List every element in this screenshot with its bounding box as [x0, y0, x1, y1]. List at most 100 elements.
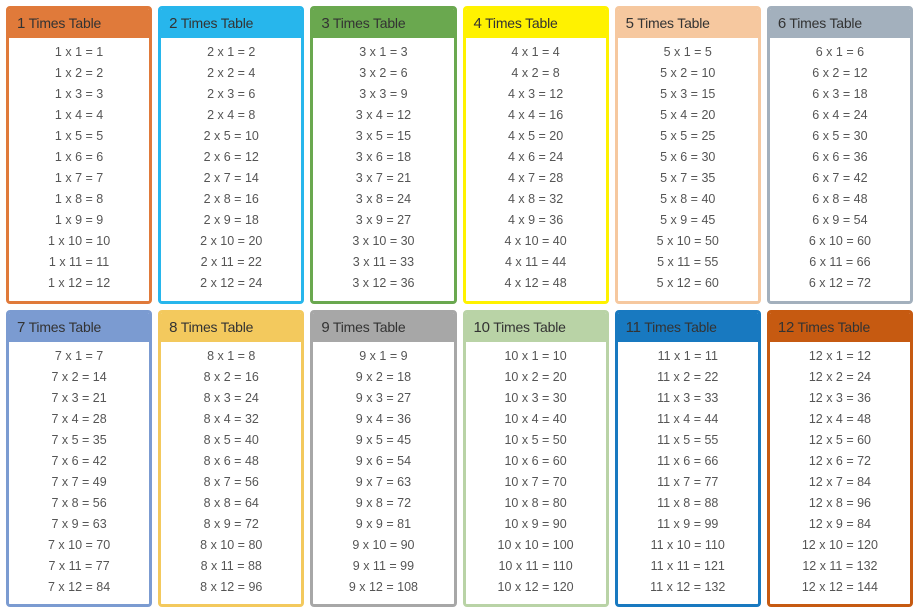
card-header: 1 Times Table [9, 9, 149, 38]
times-table-card-3: 3 Times Table3 x 1 = 33 x 2 = 63 x 3 = 9… [310, 6, 456, 304]
card-title-number: 10 [474, 319, 490, 336]
multiplication-row: 4 x 6 = 24 [508, 148, 563, 167]
card-title-text: Times Table [329, 15, 405, 31]
multiplication-row: 7 x 12 = 84 [48, 578, 110, 597]
multiplication-row: 5 x 6 = 30 [660, 148, 715, 167]
multiplication-row: 10 x 1 = 10 [504, 347, 566, 366]
multiplication-row: 6 x 10 = 60 [809, 232, 871, 251]
multiplication-row: 4 x 10 = 40 [504, 232, 566, 251]
multiplication-row: 2 x 8 = 16 [204, 190, 259, 209]
multiplication-row: 3 x 10 = 30 [352, 232, 414, 251]
multiplication-row: 10 x 12 = 120 [498, 578, 574, 597]
times-table-card-6: 6 Times Table6 x 1 = 66 x 2 = 126 x 3 = … [767, 6, 913, 304]
multiplication-row: 1 x 1 = 1 [55, 43, 103, 62]
multiplication-row: 7 x 7 = 49 [51, 473, 106, 492]
times-table-card-12: 12 Times Table 12 x 1 = 1212 x 2 = 2412 x… [767, 310, 913, 608]
multiplication-row: 3 x 11 = 33 [353, 253, 414, 272]
multiplication-row: 1 x 8 = 8 [55, 190, 103, 209]
multiplication-row: 9 x 1 = 9 [359, 347, 407, 366]
multiplication-row: 2 x 2 = 4 [207, 64, 255, 83]
multiplication-row: 8 x 8 = 64 [204, 494, 259, 513]
multiplication-row: 3 x 9 = 27 [356, 211, 411, 230]
card-title-number: 7 [17, 319, 25, 336]
times-table-card-5: 5 Times Table 5 x 1 = 5 5 x 2 = 10 5 x 3 = … [615, 6, 761, 304]
multiplication-row: 8 x 7 = 56 [204, 473, 259, 492]
card-header: 9 Times Table [313, 313, 453, 342]
multiplication-row: 10 x 9 = 90 [504, 515, 566, 534]
multiplication-row: 3 x 3 = 9 [359, 85, 407, 104]
multiplication-row: 4 x 12 = 48 [504, 274, 566, 293]
multiplication-row: 7 x 8 = 56 [51, 494, 106, 513]
multiplication-row: 1 x 2 = 2 [55, 64, 103, 83]
card-body: 6 x 1 = 66 x 2 = 126 x 3 = 186 x 4 = 246… [770, 38, 910, 301]
multiplication-row: 6 x 9 = 54 [812, 211, 867, 230]
multiplication-row: 7 x 11 = 77 [48, 557, 109, 576]
multiplication-row: 4 x 5 = 20 [508, 127, 563, 146]
multiplication-row: 12 x 8 = 96 [809, 494, 871, 513]
times-tables-grid: 1 Times Table 1 x 1 = 1 1 x 2 = 2 1 x 3 = 3… [6, 6, 913, 607]
multiplication-row: 1 x 11 = 11 [49, 253, 109, 272]
multiplication-row: 3 x 4 = 12 [356, 106, 411, 125]
card-header: 6 Times Table [770, 9, 910, 38]
multiplication-row: 6 x 5 = 30 [812, 127, 867, 146]
multiplication-row: 5 x 5 = 25 [660, 127, 715, 146]
multiplication-row: 5 x 3 = 15 [660, 85, 715, 104]
card-title-number: 1 [17, 15, 25, 32]
card-title-text: Times Table [482, 15, 558, 31]
card-header: 5 Times Table [618, 9, 758, 38]
multiplication-row: 12 x 10 = 120 [802, 536, 878, 555]
multiplication-row: 1 x 9 = 9 [55, 211, 103, 230]
multiplication-row: 6 x 2 = 12 [812, 64, 867, 83]
card-header: 4 Times Table [466, 9, 606, 38]
card-title-number: 11 [626, 319, 641, 336]
card-title-number: 12 [778, 319, 794, 336]
multiplication-row: 8 x 5 = 40 [204, 431, 259, 450]
card-title-text: Times Table [794, 319, 870, 335]
multiplication-row: 10 x 4 = 40 [504, 410, 566, 429]
multiplication-row: 11 x 9 = 99 [657, 515, 718, 534]
multiplication-row: 1 x 7 = 7 [55, 169, 103, 188]
multiplication-row: 4 x 11 = 44 [505, 253, 566, 272]
times-table-card-9: 9 Times Table9 x 1 = 99 x 2 = 189 x 3 = … [310, 310, 456, 608]
card-body: 10 x 1 = 1010 x 2 = 2010 x 3 = 3010 x 4 … [466, 342, 606, 605]
card-title-number: 6 [778, 15, 786, 32]
multiplication-row: 11 x 6 = 66 [657, 452, 718, 471]
card-body: 11 x 1 = 1111 x 2 = 2211 x 3 = 3311 x 4 … [618, 342, 758, 605]
multiplication-row: 8 x 2 = 16 [204, 368, 259, 387]
multiplication-row: 2 x 7 = 14 [204, 169, 259, 188]
multiplication-row: 2 x 9 = 18 [204, 211, 259, 230]
multiplication-row: 9 x 4 = 36 [356, 410, 411, 429]
card-body: 1 x 1 = 11 x 2 = 21 x 3 = 31 x 4 = 41 x … [9, 38, 149, 301]
multiplication-row: 9 x 12 = 108 [349, 578, 418, 597]
multiplication-row: 4 x 2 = 8 [511, 64, 559, 83]
multiplication-row: 12 x 3 = 36 [809, 389, 871, 408]
card-title-text: Times Table [25, 15, 101, 31]
multiplication-row: 3 x 5 = 15 [356, 127, 411, 146]
multiplication-row: 10 x 7 = 70 [504, 473, 566, 492]
multiplication-row: 5 x 11 = 55 [657, 253, 718, 272]
multiplication-row: 11 x 3 = 33 [657, 389, 718, 408]
multiplication-row: 6 x 7 = 42 [812, 169, 867, 188]
multiplication-row: 4 x 9 = 36 [508, 211, 563, 230]
card-title-text: Times Table [25, 319, 101, 335]
multiplication-row: 5 x 1 = 5 [664, 43, 712, 62]
card-title-number: 4 [474, 15, 482, 32]
multiplication-row: 10 x 5 = 50 [504, 431, 566, 450]
multiplication-row: 1 x 3 = 3 [55, 85, 103, 104]
multiplication-row: 10 x 11 = 110 [498, 557, 572, 576]
multiplication-row: 7 x 2 = 14 [51, 368, 106, 387]
multiplication-row: 5 x 10 = 50 [657, 232, 719, 251]
card-body: 12 x 1 = 1212 x 2 = 2412 x 3 = 3612 x 4 … [770, 342, 910, 605]
times-table-card-1: 1 Times Table 1 x 1 = 1 1 x 2 = 2 1 x 3 = 3… [6, 6, 152, 304]
card-header: 7 Times Table [9, 313, 149, 342]
multiplication-row: 11 x 12 = 132 [650, 578, 725, 597]
multiplication-row: 4 x 7 = 28 [508, 169, 563, 188]
multiplication-row: 2 x 1 = 2 [207, 43, 255, 62]
multiplication-row: 6 x 3 = 18 [812, 85, 867, 104]
multiplication-row: 9 x 6 = 54 [356, 452, 411, 471]
multiplication-row: 11 x 10 = 110 [651, 536, 725, 555]
multiplication-row: 5 x 2 = 10 [660, 64, 715, 83]
multiplication-row: 11 x 7 = 77 [657, 473, 718, 492]
card-title-text: Times Table [641, 319, 717, 335]
multiplication-row: 7 x 6 = 42 [51, 452, 106, 471]
